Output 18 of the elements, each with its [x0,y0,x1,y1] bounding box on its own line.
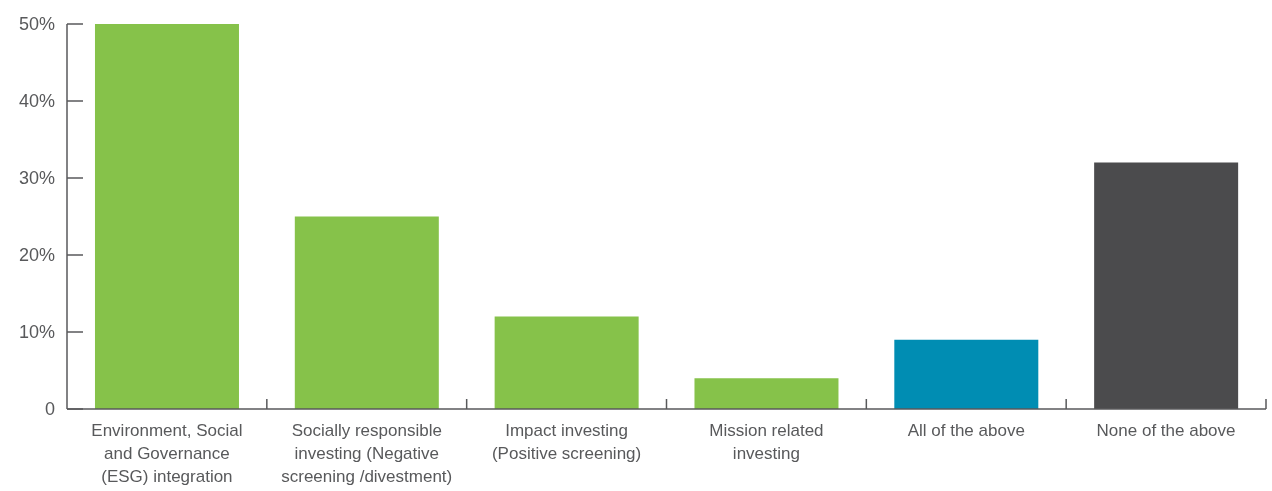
bar [894,339,1039,409]
y-tick-label: 30% [18,168,55,189]
bar [94,24,239,409]
bar [494,316,639,409]
y-tick-label: 40% [18,91,55,112]
y-tick-label: 10% [18,322,55,343]
bar [1094,162,1239,409]
x-tick-label: None of the above [1096,421,1236,440]
y-tick-label: 20% [18,245,55,266]
x-tick-label: All of the above [907,421,1025,440]
y-tick-label: 50% [18,14,55,35]
x-tick-label: Mission related investing [709,421,824,463]
x-tick-label: Impact investing (Positive screening) [491,421,642,463]
x-tick-label: Environment, Social and Governance (ESG) integration [91,421,243,486]
x-tick-label: Socially responsible investing (Negative screening /divestment) [281,421,453,486]
y-tick-label: 0 [44,399,55,420]
bar [694,378,839,409]
bar [294,216,439,409]
